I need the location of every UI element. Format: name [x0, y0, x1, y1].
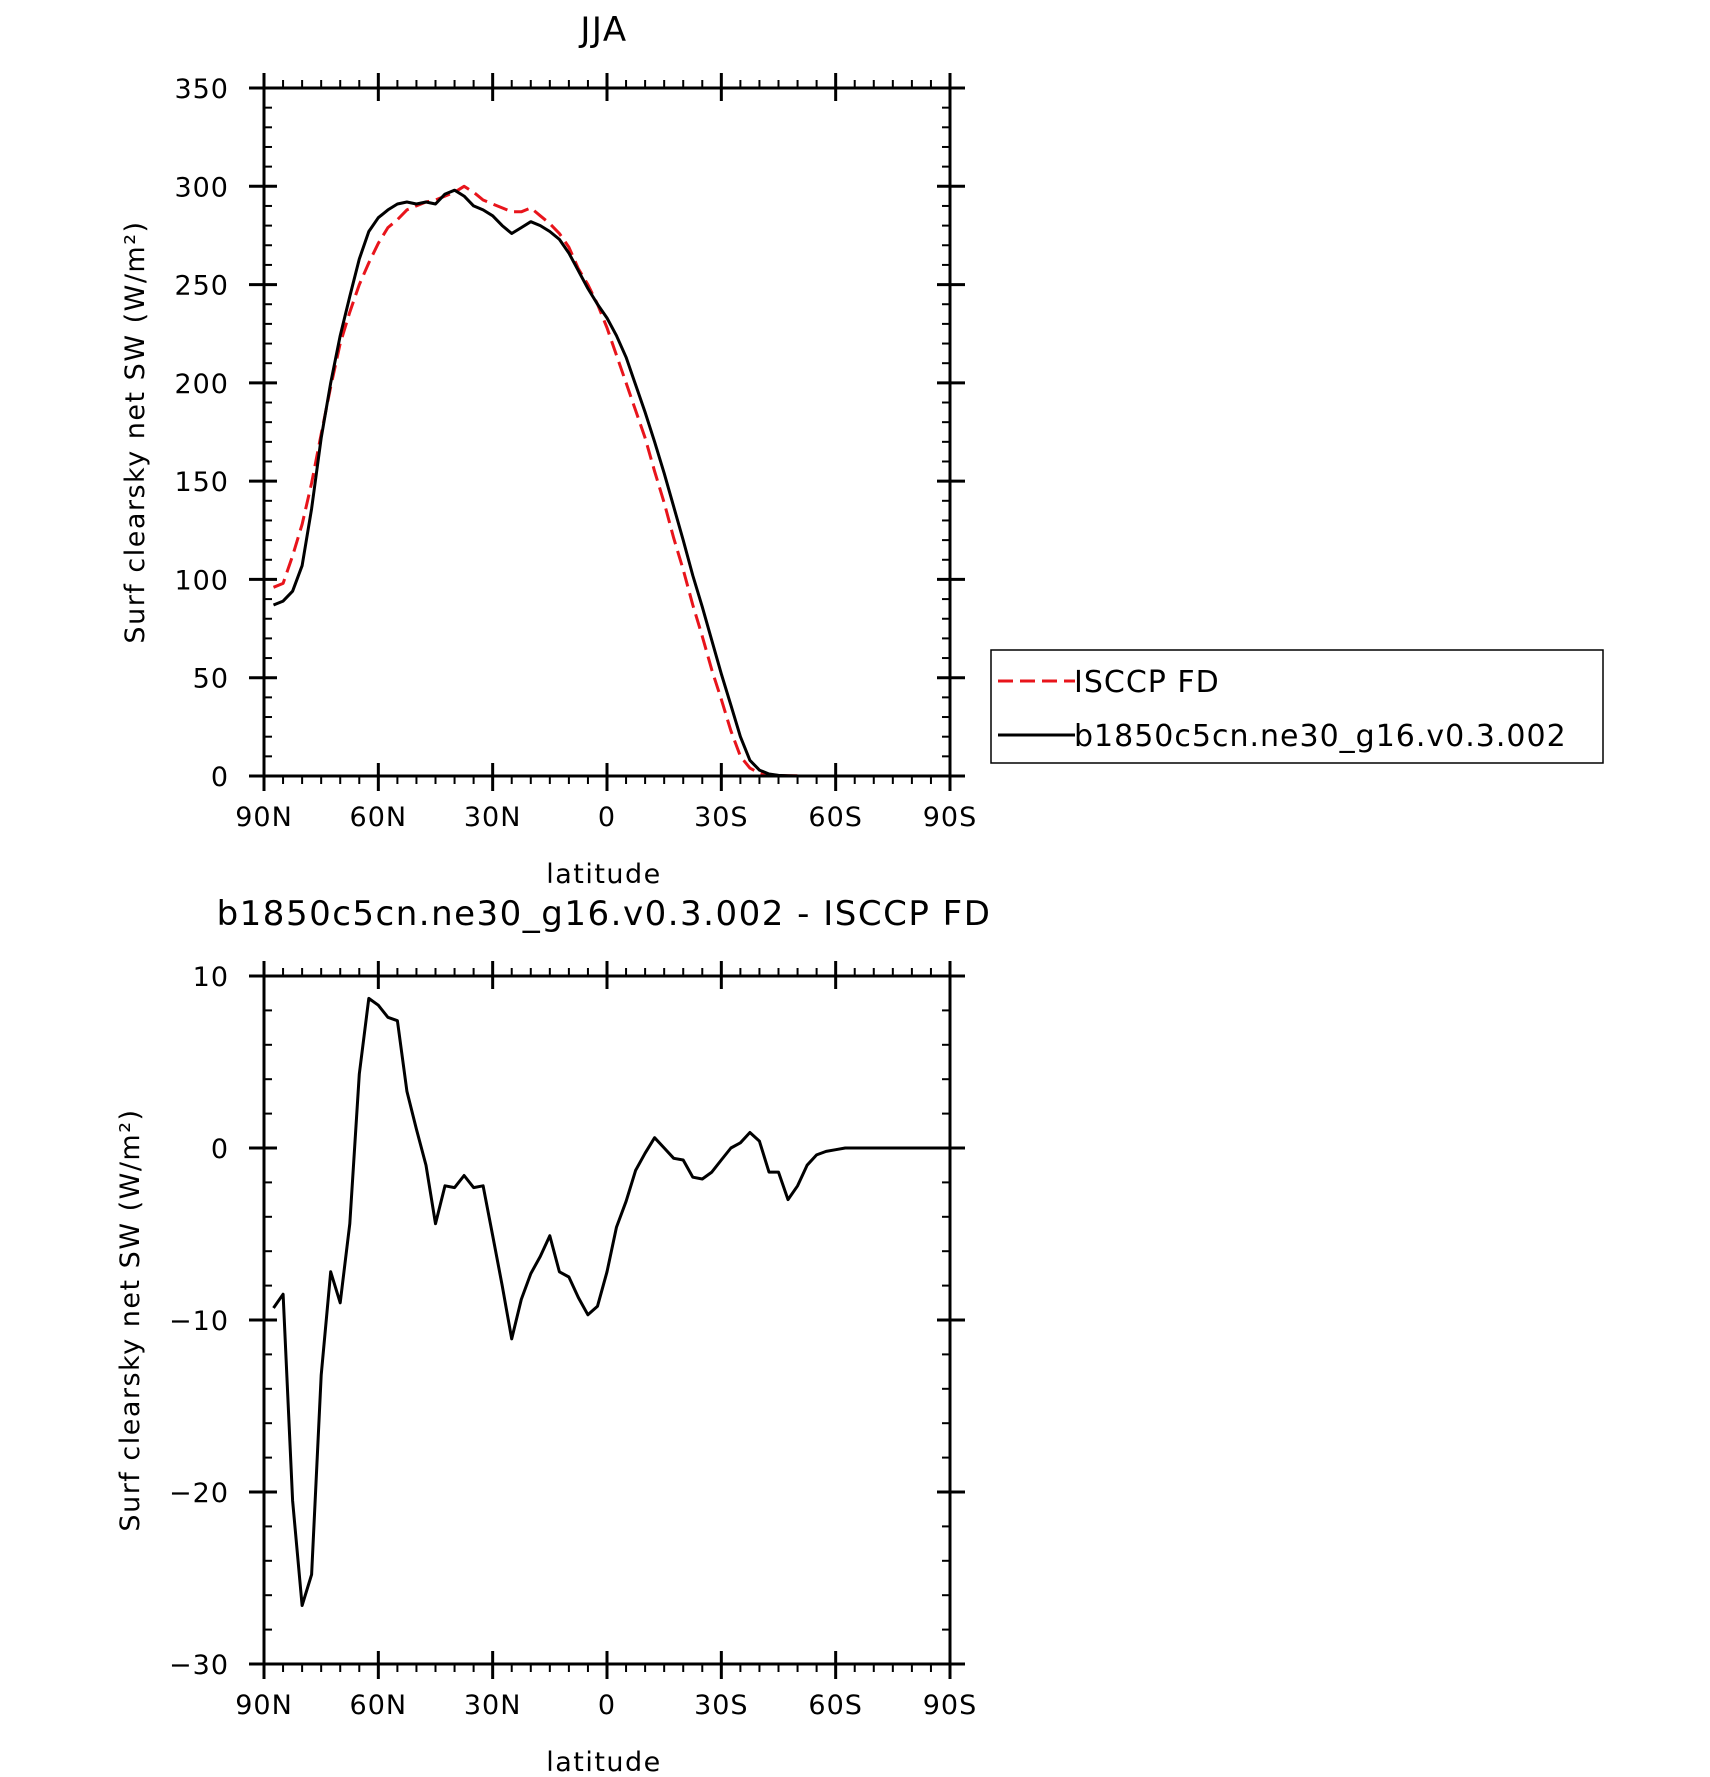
bottom-panel-ticks: 90N 60N 30N 0 30S 60S 90S −30 −20 −10 0 10 [169, 961, 978, 1721]
bottom-y-tick-label: 0 [211, 1134, 229, 1165]
bottom-panel-x-axis-label: latitude [546, 1747, 662, 1777]
legend-box [990, 649, 1604, 764]
top-x-tick-label: 30S [694, 802, 749, 833]
top-panel-frame [262, 86, 952, 778]
bottom-y-tick-label: −10 [169, 1306, 229, 1337]
bottom-x-tick-label: 30N [464, 1690, 522, 1721]
top-x-tick-label: 60S [808, 802, 863, 833]
bottom-panel-series [272, 996, 941, 1607]
bottom-x-tick-label: 30S [694, 1690, 749, 1721]
top-y-tick-label: 350 [174, 74, 229, 105]
bottom-y-tick-label: −30 [169, 1650, 229, 1681]
top-panel-x-axis-label: latitude [546, 859, 662, 890]
top-panel: JJA 90N 60N 30N 0 30S 60S 90S 0 50 100 150 200 250 30… [120, 10, 1604, 890]
top-panel-y-axis-label: Surf clearsky net SW (W/m²) [120, 220, 151, 643]
series-line-difference [272, 996, 941, 1607]
bottom-x-tick-label: 60N [350, 1690, 408, 1721]
bottom-panel-y-axis-label: Surf clearsky net SW (W/m²) [115, 1108, 146, 1531]
bottom-panel: b1850c5cn.ne30_g16.v0.3.002 - ISCCP FD 9… [115, 894, 992, 1777]
bottom-x-tick-label: 60S [808, 1690, 863, 1721]
legend-label-model: b1850c5cn.ne30_g16.v0.3.002 [1074, 719, 1567, 754]
top-y-tick-label: 100 [174, 565, 229, 596]
bottom-x-tick-label: 90N [235, 1690, 293, 1721]
bottom-y-tick-label: −20 [169, 1478, 229, 1509]
bottom-x-tick-label: 90S [923, 1690, 978, 1721]
top-y-tick-label: 0 [211, 762, 229, 793]
top-panel-title: JJA [578, 10, 627, 50]
bottom-x-tick-label: 0 [598, 1690, 616, 1721]
bottom-y-tick-label: 10 [193, 962, 229, 993]
top-y-tick-label: 250 [174, 271, 229, 302]
bottom-panel-title: b1850c5cn.ne30_g16.v0.3.002 - ISCCP FD [217, 894, 992, 934]
legend-label-isccp: ISCCP FD [1074, 665, 1220, 700]
legend: ISCCP FD b1850c5cn.ne30_g16.v0.3.002 [990, 649, 1604, 764]
top-x-tick-label: 30N [464, 802, 522, 833]
top-y-tick-label: 300 [174, 172, 229, 203]
top-x-tick-label: 60N [350, 802, 408, 833]
bottom-panel-frame [262, 974, 952, 1666]
top-y-tick-label: 200 [174, 369, 229, 400]
top-y-tick-label: 50 [193, 664, 229, 695]
top-x-tick-label: 90N [235, 802, 293, 833]
top-x-tick-label: 90S [923, 802, 978, 833]
top-y-tick-label: 150 [174, 467, 229, 498]
top-x-tick-label: 0 [598, 802, 616, 833]
